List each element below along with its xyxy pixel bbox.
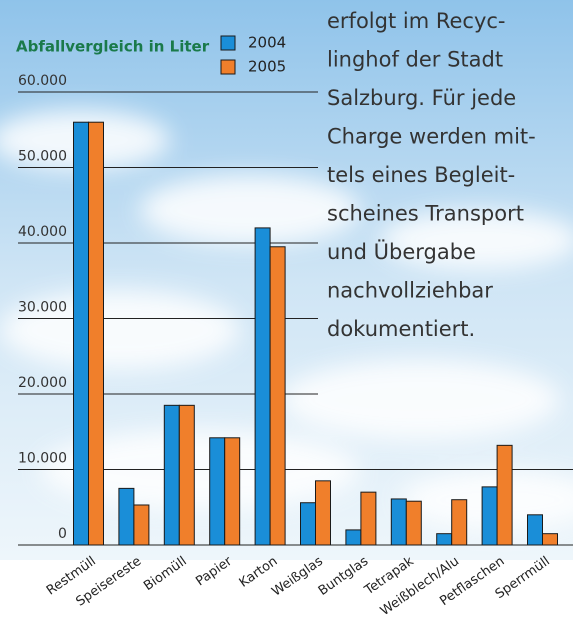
bar xyxy=(391,499,406,545)
bar xyxy=(452,500,467,545)
paragraph-line: nachvollziehbar xyxy=(327,279,493,303)
legend-swatch xyxy=(221,36,235,50)
y-tick-label: 60.000 xyxy=(18,73,67,89)
legend-label: 2004 xyxy=(248,34,286,52)
bar xyxy=(164,405,179,545)
bar xyxy=(179,405,194,545)
bar xyxy=(225,438,240,545)
bar xyxy=(437,534,452,545)
y-tick-label: 20.000 xyxy=(18,375,67,391)
legend-label: 2005 xyxy=(248,58,286,76)
y-tick-label: 50.000 xyxy=(18,149,67,165)
bar xyxy=(89,122,104,545)
chart-title: Abfallvergleich in Liter xyxy=(16,38,210,56)
paragraph-line: tels eines Begleit- xyxy=(327,163,515,187)
paragraph-line: und Übergabe xyxy=(327,239,476,264)
paragraph-line: scheines Transport xyxy=(327,202,524,226)
y-tick-label: 40.000 xyxy=(18,224,67,240)
paragraph-line: Charge werden mit- xyxy=(327,125,536,149)
bar xyxy=(255,228,270,545)
bar xyxy=(543,534,558,545)
bar xyxy=(270,247,285,545)
paragraph-line: linghof der Stadt xyxy=(327,48,503,72)
paragraph-line: dokumentiert. xyxy=(327,317,475,341)
bar xyxy=(482,487,497,545)
bar xyxy=(301,503,316,545)
y-tick-label: 30.000 xyxy=(18,300,67,316)
paragraph-line: Salzburg. Für jede xyxy=(327,86,516,110)
bar xyxy=(316,481,331,545)
bar xyxy=(346,530,361,545)
bar xyxy=(134,505,149,545)
paragraph-line: erfolgt im Recyc- xyxy=(327,9,506,33)
bar xyxy=(119,488,134,545)
bar xyxy=(497,445,512,545)
y-tick-label: 0 xyxy=(58,526,67,542)
bar xyxy=(210,438,225,545)
bar xyxy=(74,122,89,545)
bar xyxy=(528,515,543,545)
bar xyxy=(406,501,421,545)
bar xyxy=(361,492,376,545)
chart: Abfallvergleich in Liter 0 10.000 20.000 30… xyxy=(0,0,573,632)
legend-swatch xyxy=(221,60,235,74)
y-tick-label: 10.000 xyxy=(18,451,67,467)
